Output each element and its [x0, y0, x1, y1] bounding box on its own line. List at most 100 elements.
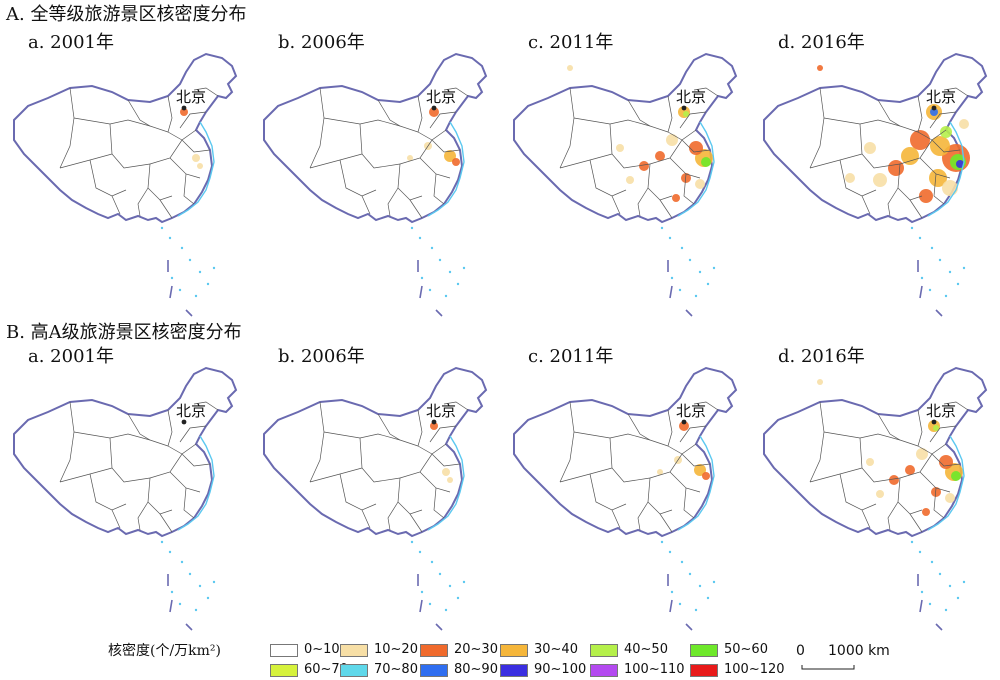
legend: 核密度(个/万km²) 0~10 10~20 20~30 30~40 40~50 50~6…: [0, 636, 1000, 679]
legend-swatch: [690, 664, 718, 677]
capital-marker: [931, 419, 937, 425]
island-dot: [198, 584, 202, 588]
legend-swatch: [590, 664, 618, 677]
province-boundary: [589, 159, 627, 197]
legend-swatch: [420, 644, 448, 657]
province-boundary: [73, 431, 151, 441]
province-boundary: [377, 413, 419, 447]
density-hotspot: [901, 147, 919, 165]
map-panel-a-3: 北京 c. 2011年: [500, 28, 750, 328]
map-panel-b-3: 北京 c. 2011年: [500, 342, 750, 642]
density-hotspot: [192, 154, 200, 162]
province-boundary: [897, 163, 923, 201]
legend-label: 10~20: [374, 642, 418, 657]
scale-zero: 0: [796, 643, 805, 659]
scale-distance: 1000 km: [828, 643, 890, 659]
map-panel-a-1: 北京 a. 2001年: [0, 28, 250, 328]
province-boundary: [359, 123, 401, 169]
legend-label: 50~60: [724, 642, 768, 657]
province-boundary: [409, 199, 423, 219]
coastline: [427, 435, 465, 531]
island-dot: [962, 266, 966, 270]
island-dot: [212, 580, 216, 584]
island-dot: [170, 276, 174, 280]
legend-swatch: [340, 664, 368, 677]
province-boundary: [859, 437, 901, 483]
island-dot: [410, 540, 414, 544]
province-boundary: [861, 195, 871, 215]
province-boundary: [933, 173, 945, 205]
island-dot: [444, 608, 448, 612]
province-boundary: [943, 87, 969, 97]
density-hotspot: [866, 458, 874, 466]
province-boundary: [127, 99, 169, 133]
island-dot: [462, 266, 466, 270]
density-hotspot: [694, 464, 706, 476]
province-boundary: [877, 99, 919, 133]
density-hotspot: [616, 144, 624, 152]
maritime-boundary: [667, 260, 693, 317]
density-hotspot: [429, 107, 439, 117]
province-boundary: [111, 509, 121, 529]
maritime-boundary: [667, 574, 693, 631]
island-dot: [920, 590, 924, 594]
legend-swatch: [420, 664, 448, 677]
province-boundary: [109, 437, 151, 483]
panel-year-label: d. 2016年: [778, 32, 865, 53]
density-hotspot: [180, 108, 188, 116]
capital-label: 北京: [426, 88, 456, 106]
island-dot: [430, 560, 434, 564]
island-dot: [180, 246, 184, 250]
panel-year-label: a. 2001年: [28, 346, 114, 367]
section-a-title: A. 全等级旅游景区核密度分布: [6, 4, 247, 25]
island-dot: [410, 226, 414, 230]
china-map: 北京: [263, 366, 488, 631]
island-dot: [688, 572, 692, 576]
province-boundary: [659, 199, 673, 219]
province-boundary: [309, 401, 325, 483]
density-hotspot: [942, 180, 958, 196]
province-boundary: [73, 117, 151, 127]
province-boundary: [681, 139, 711, 153]
china-map: 北京: [263, 52, 488, 317]
island-dot: [188, 258, 192, 262]
density-hotspot: [452, 158, 460, 166]
province-boundary: [339, 159, 377, 197]
legend-title: 核密度(个/万km²): [108, 643, 222, 659]
province-boundary: [183, 173, 195, 205]
capital-marker: [431, 419, 437, 425]
panel-year-label: b. 2006年: [278, 346, 365, 367]
province-boundary: [897, 477, 923, 515]
island-dot: [706, 596, 710, 600]
island-dot: [428, 602, 432, 606]
capital-label: 北京: [426, 402, 456, 420]
density-hotspot: [959, 119, 969, 129]
capital-label: 北京: [926, 88, 956, 106]
country-border: [13, 52, 238, 224]
province-boundary: [149, 443, 197, 479]
island-dot: [194, 294, 198, 298]
density-hotspot: [672, 194, 680, 202]
province-boundary: [111, 195, 121, 215]
province-boundary: [611, 195, 621, 215]
island-dot: [670, 276, 674, 280]
province-boundary: [647, 163, 673, 201]
island-dot: [680, 246, 684, 250]
density-hotspot: [910, 130, 930, 150]
province-boundary: [839, 159, 877, 197]
island-dot: [698, 270, 702, 274]
island-dot: [660, 540, 664, 544]
province-boundary: [443, 401, 469, 411]
island-dot: [444, 294, 448, 298]
density-hotspot: [940, 126, 952, 138]
province-boundary: [823, 117, 901, 127]
province-boundary: [309, 87, 325, 169]
china-map: 北京: [763, 366, 988, 631]
province-boundary: [361, 195, 371, 215]
island-dot: [178, 288, 182, 292]
province-boundary: [431, 453, 461, 467]
island-dot: [962, 580, 966, 584]
density-hotspot: [933, 425, 939, 431]
province-boundary: [887, 501, 899, 531]
province-boundary: [397, 163, 423, 201]
